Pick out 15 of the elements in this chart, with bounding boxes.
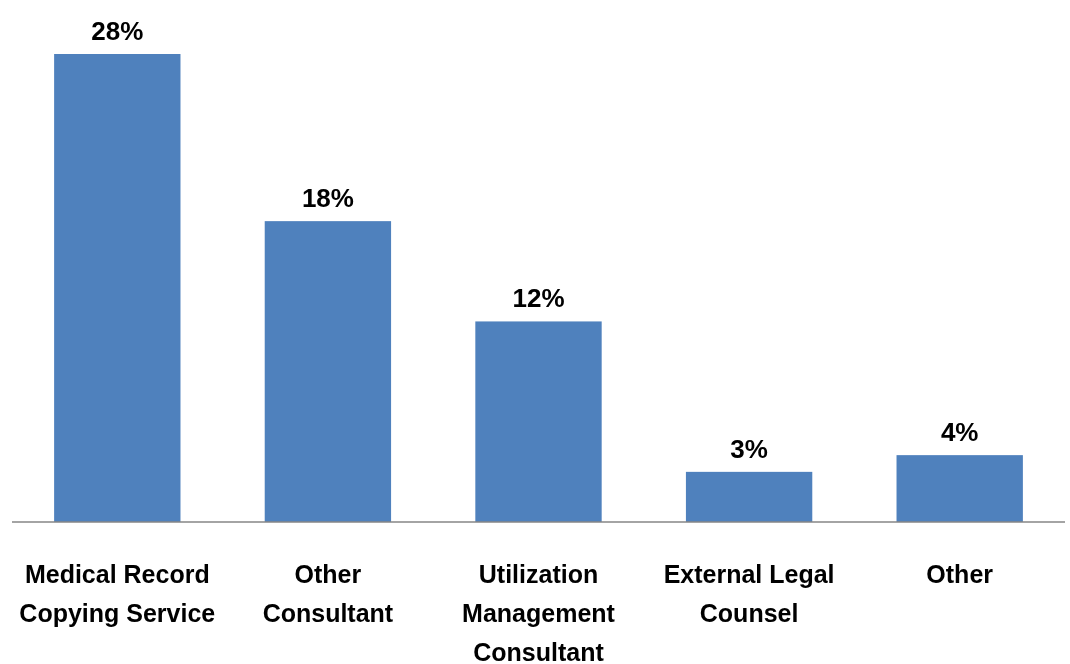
data-label: 28% [91, 16, 144, 46]
bar [475, 321, 602, 522]
data-label: 4% [940, 417, 979, 448]
x-tick-label: External Legal Counsel [663, 560, 835, 627]
x-tick-label: Other Consultant [262, 560, 394, 627]
data-label: 3% [730, 433, 768, 464]
x-tick-label: Utilization Management Consultant [462, 560, 616, 664]
bar [264, 221, 392, 522]
x-tick-label: Medical Record Copying Service [19, 560, 216, 627]
data-label: 18% [301, 183, 354, 214]
bar [896, 455, 1023, 522]
x-tick-label: Other [926, 560, 994, 588]
bar [685, 471, 813, 522]
bar [54, 54, 181, 522]
data-label: 12% [512, 283, 565, 314]
